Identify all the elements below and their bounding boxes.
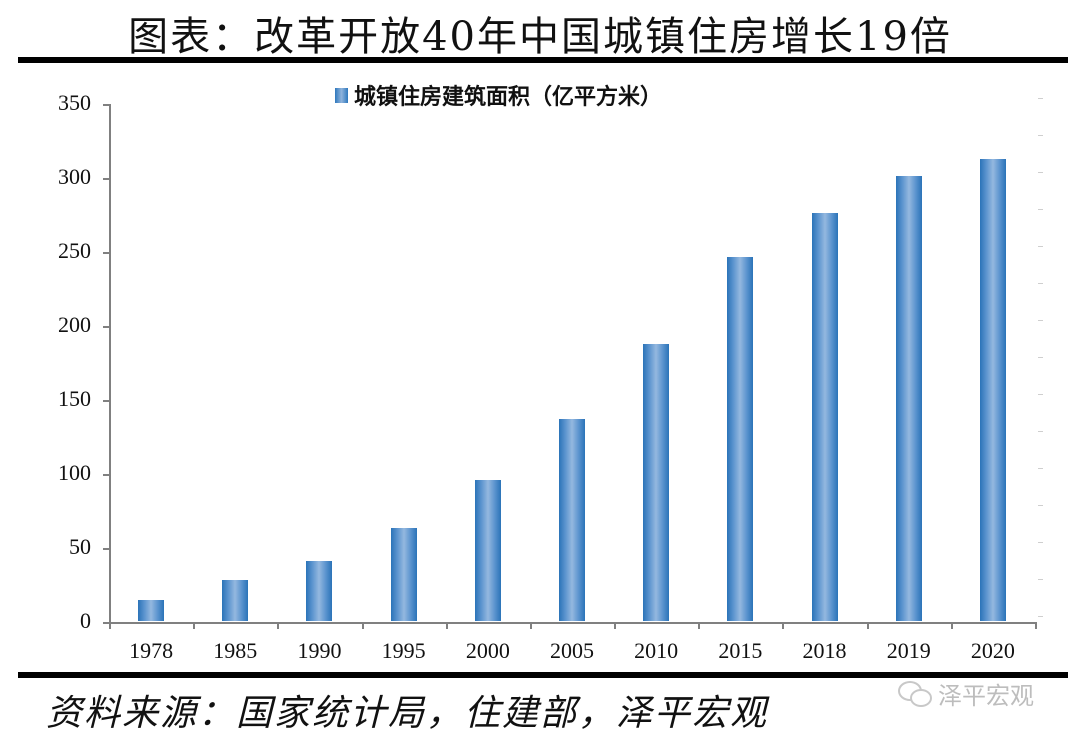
x-tick-label: 2019 [886, 637, 931, 663]
x-tick [361, 621, 364, 629]
y-tick-label: 0 [80, 607, 91, 633]
y-tick-label: 50 [69, 533, 91, 559]
y-tick-label: 300 [58, 163, 91, 189]
bar-2010 [643, 344, 670, 622]
x-tick [950, 621, 953, 629]
x-tick [614, 621, 617, 629]
right-minor-tick [1038, 172, 1043, 173]
watermark-text: 泽平宏观 [938, 682, 1034, 710]
bar-2000 [474, 480, 501, 622]
y-tick-label: 200 [58, 311, 91, 337]
bar-1995 [390, 528, 417, 622]
x-tick-label: 2010 [634, 637, 679, 663]
x-tick [277, 621, 280, 629]
y-tick-label: 350 [58, 90, 91, 115]
title-divider [18, 57, 1068, 63]
bar-2018 [811, 212, 838, 622]
x-tick-label: 2018 [802, 637, 847, 663]
x-tick-label: 2000 [465, 637, 510, 663]
bar-1990 [306, 560, 333, 622]
bar-2015 [727, 257, 754, 622]
right-minor-tick [1038, 320, 1043, 321]
y-tick [103, 104, 109, 106]
x-tick [529, 621, 532, 629]
right-minor-tick [1038, 98, 1043, 99]
bar-2020 [979, 159, 1006, 622]
x-tick-label: 2005 [550, 637, 594, 663]
plot-area: 0 50 100 150 200 250 300 350 1978 1985 1990 1995 200… [58, 90, 1043, 663]
wechat-icon [898, 680, 934, 707]
y-tick [103, 399, 109, 402]
bar-2005 [559, 418, 585, 622]
y-tick [103, 177, 109, 180]
right-minor-tick [1038, 209, 1043, 210]
y-tick [103, 547, 109, 550]
right-minor-tick [1038, 135, 1043, 136]
x-tick [193, 621, 196, 629]
source-note: 资料来源：国家统计局，住建部，泽平宏观 [46, 693, 769, 734]
y-axis [109, 104, 111, 623]
x-tick [866, 621, 869, 629]
y-tick [103, 251, 109, 254]
x-tick-label: 2020 [970, 637, 1015, 663]
x-tick [445, 621, 448, 629]
y-tick-label: 250 [58, 237, 91, 263]
y-tick-label: 100 [58, 459, 91, 485]
y-tick [103, 325, 109, 328]
legend-swatch-icon [335, 87, 348, 103]
bar-2019 [895, 176, 922, 622]
x-tick [1035, 621, 1037, 629]
right-minor-tick [1038, 431, 1043, 432]
chart-title: 图表：改革开放40年中国城镇住房增长19倍 [128, 14, 952, 60]
legend: 城镇住房建筑面积（亿平方米） [335, 79, 662, 111]
right-minor-tick [1038, 357, 1043, 358]
x-tick [109, 621, 111, 629]
watermark: 泽平宏观 [898, 676, 1034, 711]
right-minor-tick [1038, 542, 1043, 543]
bar-1978 [138, 600, 165, 622]
right-minor-tick [1038, 246, 1043, 247]
x-tick-label: 1995 [381, 637, 426, 663]
x-tick [782, 621, 785, 629]
y-tick [103, 621, 109, 624]
y-tick-label: 150 [58, 385, 91, 411]
right-minor-tick [1038, 579, 1043, 580]
right-minor-tick [1038, 283, 1043, 284]
right-minor-tick [1038, 468, 1043, 469]
x-tick-label: 2015 [718, 637, 763, 663]
x-axis [109, 621, 1036, 624]
footer-divider [18, 672, 1068, 678]
right-minor-tick [1038, 505, 1043, 506]
x-tick-label: 1990 [297, 637, 342, 663]
right-minor-tick [1038, 616, 1043, 617]
right-minor-tick [1038, 394, 1043, 395]
legend-label: 城镇住房建筑面积（亿平方米） [354, 84, 663, 110]
bar-1985 [222, 580, 249, 622]
x-tick-label: 1985 [213, 637, 258, 663]
x-tick-label: 1978 [129, 637, 174, 663]
y-tick [103, 473, 109, 476]
x-tick [698, 621, 701, 629]
